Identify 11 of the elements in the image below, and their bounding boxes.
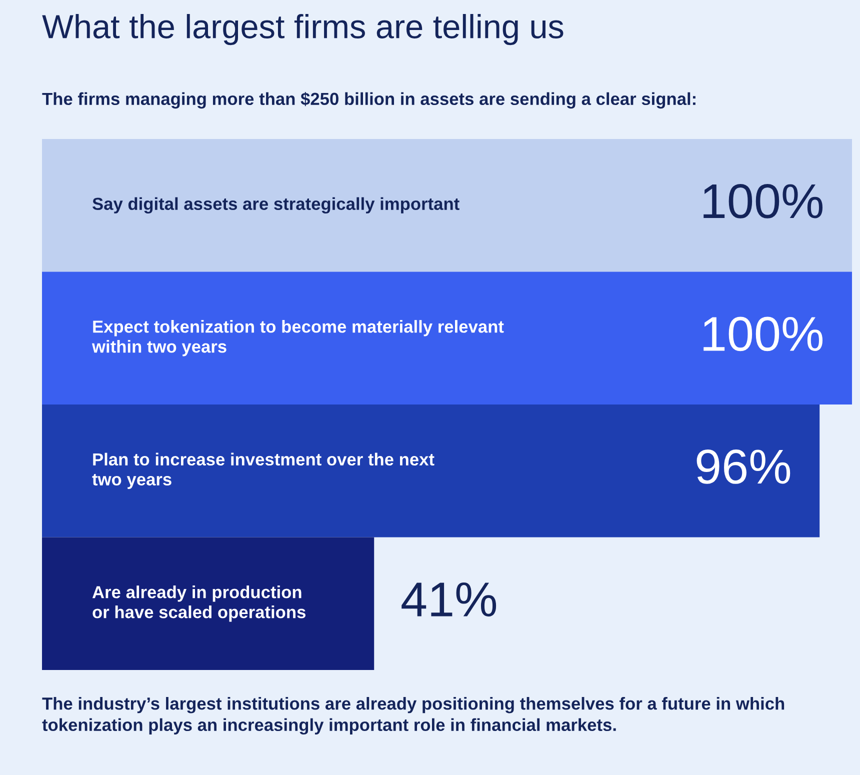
y-tick-label: Plan to increase investment over the next two years: [92, 452, 434, 489]
data-label: 100%: [704, 316, 822, 352]
y-tick-label: Expect tokenization to become materially relevant within two years: [92, 320, 504, 356]
y-tick-label: Say digital assets are strategically important: [92, 197, 460, 214]
y-tick-label: Are already in production or have scaled operations: [92, 586, 306, 622]
text: The industry’s largest institutions are already positioning themselves for a future in which tokenization plays an increasingly important role in financial markets.: [42, 697, 784, 735]
chart-subtitle: The firms managing more than $250 billion in assets are sending a clear signal:: [42, 92, 696, 109]
data-label: 41%: [402, 582, 496, 616]
data-label: 100%: [704, 184, 822, 218]
data-label: 96%: [696, 450, 790, 484]
chart-title: What the largest firms are telling us: [42, 14, 564, 46]
